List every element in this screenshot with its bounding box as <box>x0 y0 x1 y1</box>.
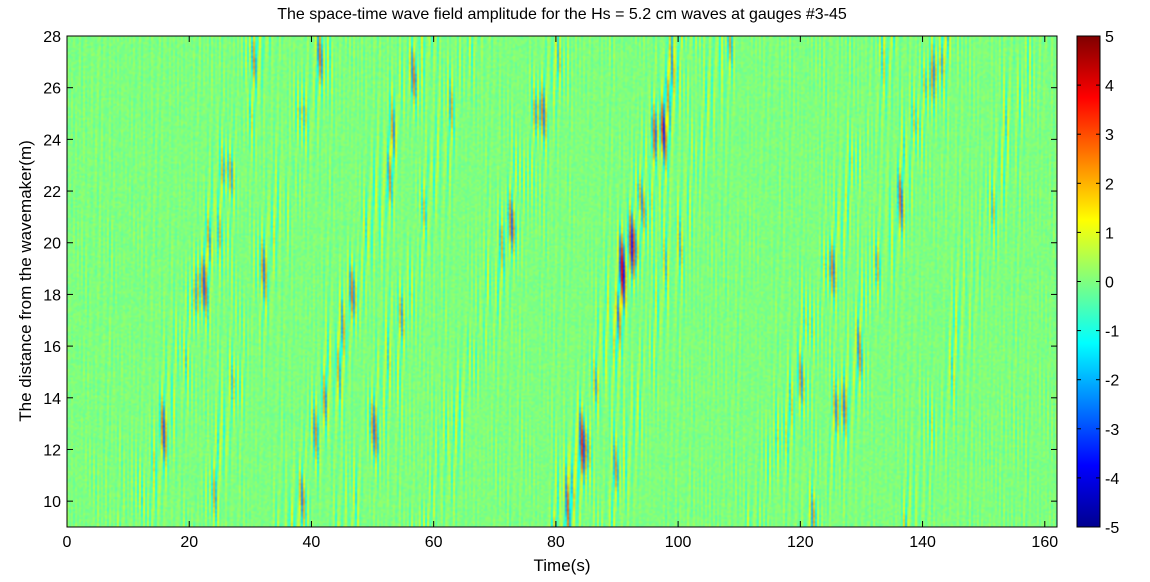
colorbar-tick-label: -2 <box>1105 373 1119 390</box>
y-tick-label: 24 <box>43 132 61 149</box>
colorbar-tick-label: -3 <box>1105 422 1119 439</box>
y-tick-label: 18 <box>43 287 61 304</box>
colorbar-tick-label: -1 <box>1105 324 1119 341</box>
y-axis: 10 12 14 16 18 20 22 24 26 28 <box>43 29 1057 511</box>
colorbar: 5 4 3 2 1 0 -1 -2 -3 -4 -5 <box>1076 29 1119 537</box>
x-tick-label: 40 <box>303 534 321 551</box>
y-tick-label: 14 <box>43 391 61 408</box>
y-tick-label: 16 <box>43 339 61 356</box>
heatmap-area <box>67 36 1057 527</box>
y-tick-label: 22 <box>43 184 61 201</box>
colorbar-tick-label: 5 <box>1105 29 1114 46</box>
colorbar-tick-label: -4 <box>1105 471 1119 488</box>
x-tick-label: 140 <box>909 534 936 551</box>
colorbar-tick-label: 0 <box>1105 275 1114 292</box>
colorbar-tick-label: 4 <box>1105 78 1114 95</box>
colorbar-tick-label: 3 <box>1105 127 1114 144</box>
y-tick-label: 28 <box>43 29 61 46</box>
colorbar-ticks: 5 4 3 2 1 0 -1 -2 -3 -4 -5 <box>1077 29 1119 537</box>
x-tick-label: 0 <box>63 534 72 551</box>
x-tick-label: 60 <box>425 534 443 551</box>
y-tick-label: 26 <box>43 81 61 98</box>
y-axis-label: The distance from the wavemaker(m) <box>16 140 35 422</box>
x-tick-label: 160 <box>1031 534 1058 551</box>
x-axis-label: Time(s) <box>534 556 591 575</box>
colorbar-tick-label: -5 <box>1105 520 1119 537</box>
y-tick-label: 10 <box>43 494 61 511</box>
plot-frame <box>66 35 1058 528</box>
x-tick-label: 80 <box>547 534 565 551</box>
x-tick-label: 120 <box>787 534 814 551</box>
x-axis: 0 20 40 60 80 100 120 140 160 <box>63 36 1058 551</box>
x-tick-label: 20 <box>180 534 198 551</box>
colorbar-tick-label: 1 <box>1105 225 1114 242</box>
y-tick-label: 12 <box>43 442 61 459</box>
colorbar-tick-label: 2 <box>1105 176 1114 193</box>
x-tick-label: 100 <box>665 534 692 551</box>
y-tick-label: 20 <box>43 236 61 253</box>
chart-title: The space-time wave field amplitude for … <box>277 6 847 23</box>
